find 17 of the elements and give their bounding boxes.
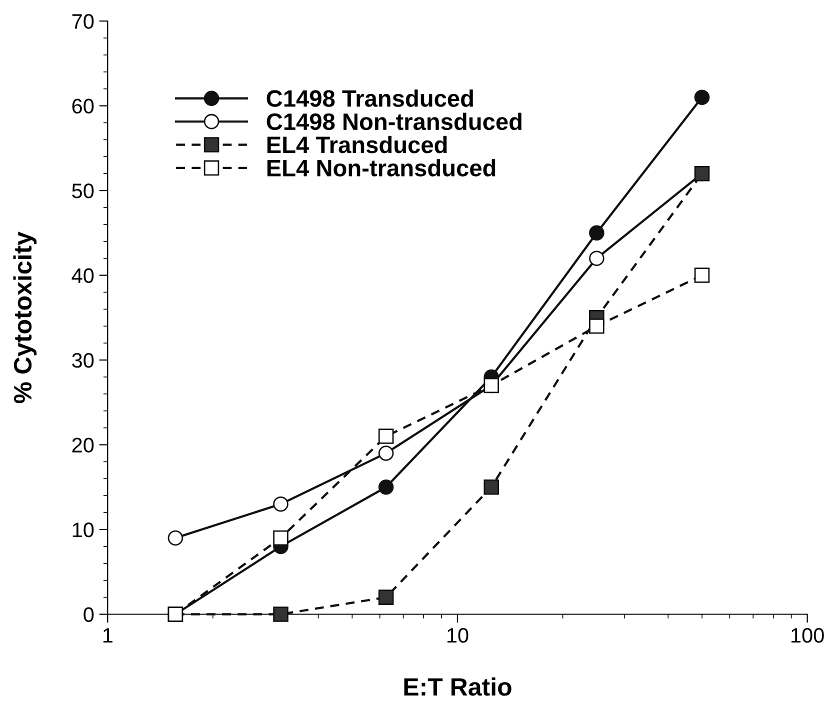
y-tick-label: 20 [72, 438, 94, 453]
y-tick-label: 60 [72, 98, 94, 114]
y-tick-label: 30 [72, 353, 94, 368]
x-tick-label: 1 [103, 628, 112, 643]
x-tick-label: 10 [447, 628, 468, 643]
y-tick-label: 50 [72, 184, 94, 198]
y-tick-label: 70 [72, 14, 94, 29]
y-tick-label: 40 [72, 268, 94, 284]
legend-label: EL4 Transduced [267, 136, 447, 154]
y-tick-label: 10 [72, 522, 94, 538]
legend-label: EL4 Non-transduced [267, 159, 496, 176]
x-axis-title: E:T Ratio [404, 677, 512, 696]
x-tick-label: 100 [792, 628, 824, 643]
legend-label: C1498 Non-transduced [266, 112, 522, 130]
legend-label: C1498 Transduced [266, 90, 473, 107]
y-tick-label: 0 [84, 607, 94, 622]
y-axis-title: % Cytotoxicity [13, 232, 37, 404]
